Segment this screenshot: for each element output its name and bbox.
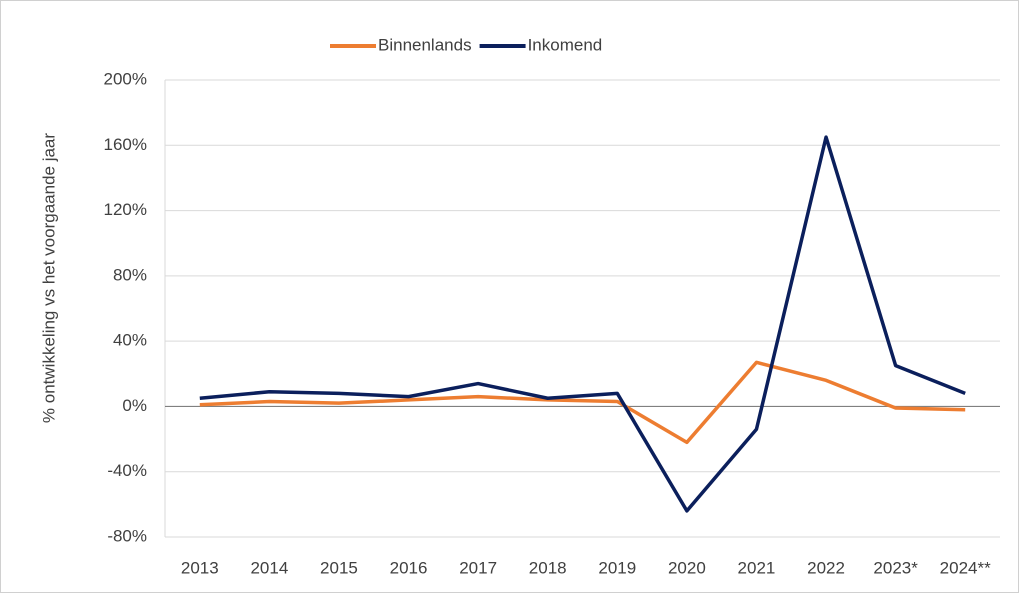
y-tick-label: 160% (104, 135, 147, 154)
y-tick-label: 0% (122, 396, 147, 415)
y-axis-label: % ontwikkeling vs het voorgaande jaar (39, 133, 58, 423)
legend-label: Binnenlands (378, 35, 472, 54)
y-tick-label: -80% (107, 526, 147, 545)
x-tick-label: 2013 (181, 558, 219, 577)
x-tick-label: 2014 (250, 558, 288, 577)
x-tick-label: 2022 (807, 558, 845, 577)
x-tick-label: 2024** (940, 558, 991, 577)
x-tick-label: 2018 (529, 558, 567, 577)
y-tick-label: 200% (104, 69, 147, 88)
series-line (199, 135, 966, 513)
series-line (199, 360, 966, 445)
x-tick-label: 2015 (320, 558, 358, 577)
legend-label: Inkomend (528, 35, 603, 54)
x-tick-label: 2016 (390, 558, 428, 577)
x-tick-label: 2021 (738, 558, 776, 577)
x-tick-label: 2020 (668, 558, 706, 577)
x-tick-label: 2017 (459, 558, 497, 577)
y-tick-label: -40% (107, 461, 147, 480)
x-tick-label: 2019 (598, 558, 636, 577)
y-tick-label: 40% (113, 331, 147, 350)
x-tick-label: 2023* (873, 558, 918, 577)
y-tick-label: 80% (113, 265, 147, 284)
y-tick-label: 120% (104, 200, 147, 219)
